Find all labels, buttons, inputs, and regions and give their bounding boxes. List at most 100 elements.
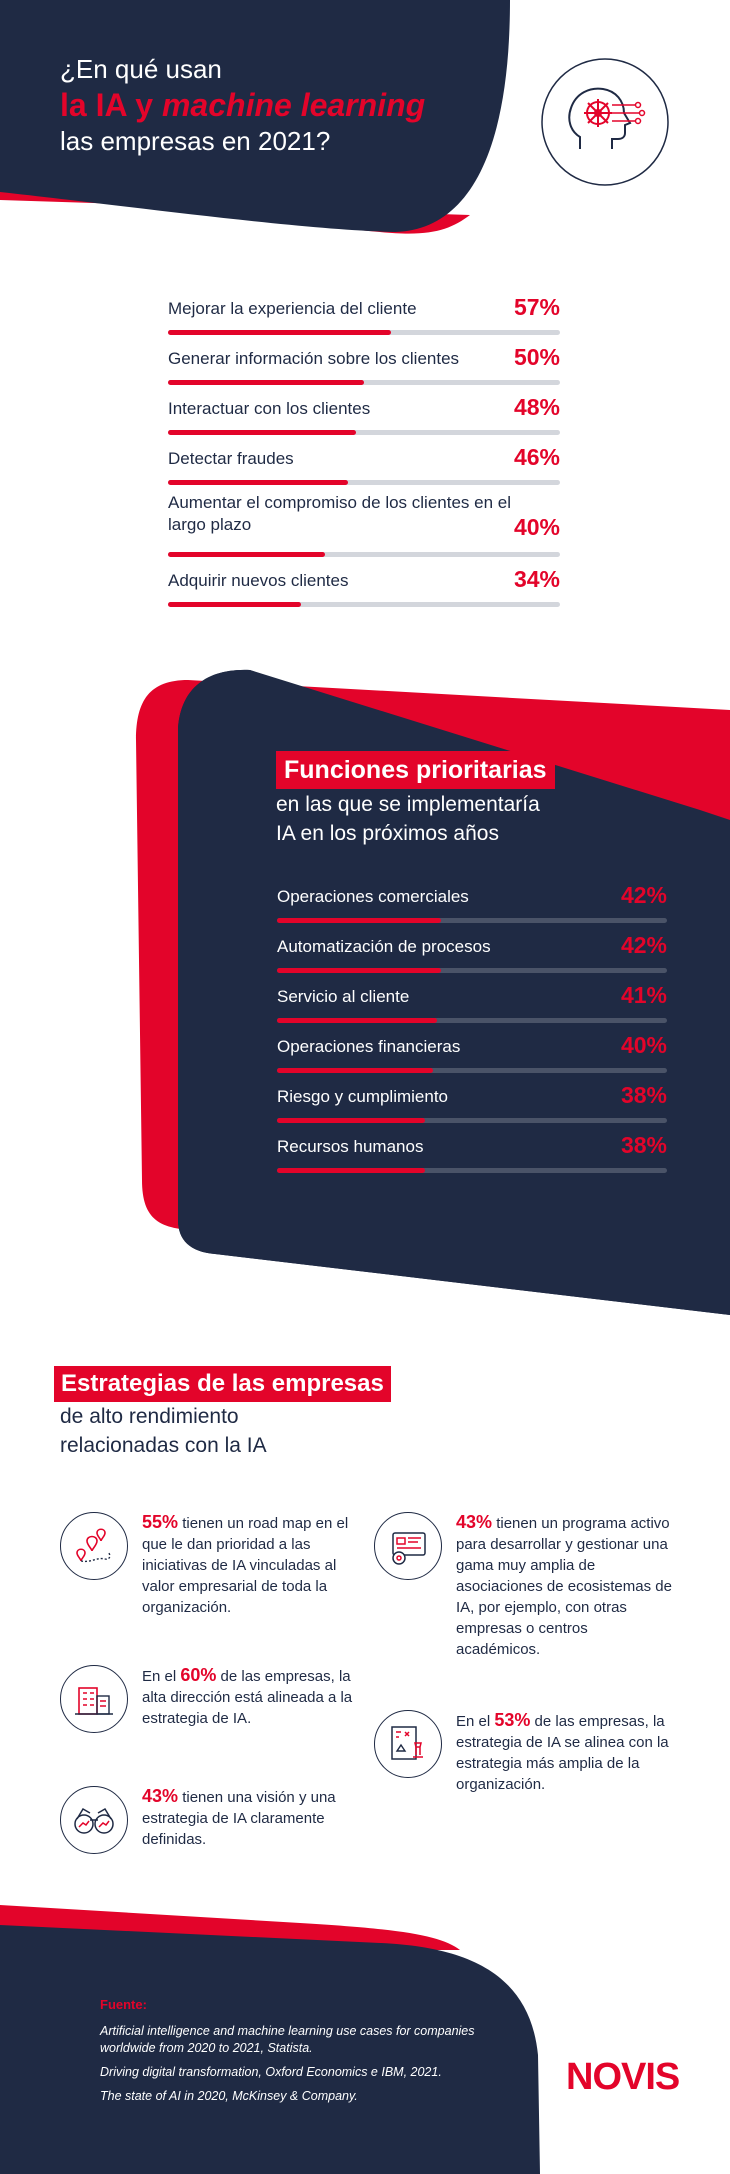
header-line-3: las empresas en 2021? <box>60 126 331 156</box>
footer-sources: Fuente: Artificial intelligence and mach… <box>100 1996 500 2112</box>
section2-title: Funciones prioritarias <box>276 751 555 789</box>
header-line-2: la IA y machine learning <box>60 86 425 124</box>
footer-source-2: Driving digital transformation, Oxford E… <box>100 2065 442 2079</box>
bar-track <box>168 380 560 385</box>
usage-bar-chart: Mejorar la experiencia del cliente 57% Gen… <box>168 292 560 614</box>
bar-label: Operaciones comerciales <box>277 887 469 906</box>
bar-value-label: 50% <box>513 344 560 370</box>
bar-label: Riesgo y cumplimiento <box>277 1087 449 1106</box>
bar-track <box>277 1168 667 1173</box>
footer-background <box>0 1905 540 2174</box>
section2-subtitle-line-1: en las que se implementaría <box>276 793 540 816</box>
bar-label: Generar información sobre los clientes <box>168 349 460 368</box>
bar-row: Adquirir nuevos clientes 34% <box>168 564 560 614</box>
strategy-text-3: 43% tienen una visión y una estrategia d… <box>142 1786 352 1850</box>
bar-row: Operaciones financieras 40% <box>277 1030 667 1080</box>
bar-label: Aumentar el compromiso de los clientes e… <box>168 493 511 534</box>
bar-value-label: 46% <box>513 444 560 470</box>
bar-label: Automatización de procesos <box>277 937 491 956</box>
office-building-icon <box>60 1665 128 1733</box>
strategy-pre-2: En el <box>142 1668 181 1685</box>
bar-label: Mejorar la experiencia del cliente <box>168 299 417 318</box>
section2-subtitle-line-2: IA en los próximos años <box>276 822 499 845</box>
bar-row: Servicio al cliente 41% <box>277 980 667 1030</box>
bar-value-label: 48% <box>513 394 560 420</box>
bar-label: Adquirir nuevos clientes <box>168 571 349 590</box>
dashboard-gear-icon <box>374 1512 442 1580</box>
strategy-chess-icon <box>374 1710 442 1778</box>
bar-label: Detectar fraudes <box>168 449 294 468</box>
strategy-text-2: En el 60% de las empresas, la alta direc… <box>142 1665 362 1729</box>
bar-value-label: 41% <box>620 982 667 1008</box>
section2-background <box>136 669 730 1315</box>
strategy-text-4: 43% tienen un programa activo para desar… <box>456 1512 676 1660</box>
strategy-desc-5: de las empresas, la estrategia de IA se … <box>456 1713 669 1793</box>
header-title: ¿En qué usan la IA y machine learning la… <box>60 52 425 158</box>
bar-row: Generar información sobre los clientes 50… <box>168 342 560 392</box>
bar-track <box>277 918 667 923</box>
bar-row: Operaciones comerciales 42% <box>277 880 667 930</box>
bar <box>277 1068 433 1073</box>
header-background <box>0 0 510 250</box>
section3-subtitle: de alto rendimiento relacionadas con la … <box>60 1402 267 1460</box>
bar-track <box>168 330 560 335</box>
bar-track <box>277 968 667 973</box>
bar-row: Automatización de procesos 42% <box>277 930 667 980</box>
strategy-text-5: En el 53% de las empresas, la estrategia… <box>456 1710 676 1795</box>
section3-subtitle-line-1: de alto rendimiento <box>60 1405 239 1428</box>
bar <box>168 602 302 607</box>
bar <box>277 968 441 973</box>
bar-value-label: 42% <box>620 882 667 908</box>
bar <box>168 552 325 557</box>
binoculars-icon <box>60 1786 128 1854</box>
bar-row: Detectar fraudes 46% <box>168 442 560 492</box>
bar <box>277 1018 437 1023</box>
section2-subtitle: en las que se implementaría IA en los pr… <box>276 790 540 848</box>
bar-label: Recursos humanos <box>277 1137 424 1156</box>
bar-value-label: 34% <box>513 566 560 592</box>
bar-track <box>168 430 560 435</box>
footer-source-1: Artificial intelligence and machine lear… <box>100 2024 475 2055</box>
bar-label: Interactuar con los clientes <box>168 399 371 418</box>
bar <box>168 480 349 485</box>
section3-title: Estrategias de las empresas <box>54 1366 391 1402</box>
bar-track <box>168 480 560 485</box>
bar-value-label: 40% <box>513 514 560 540</box>
novis-logo: NOVIS <box>566 2056 680 2098</box>
bar-row: Riesgo y cumplimiento 38% <box>277 1080 667 1130</box>
strategy-pct-3: 43% <box>142 1786 179 1806</box>
bar-row: Mejorar la experiencia del cliente 57% <box>168 292 560 342</box>
strategy-desc-2: de las empresas, la alta dirección está … <box>142 1668 353 1727</box>
footer-source-3: The state of AI in 2020, McKinsey & Comp… <box>100 2089 358 2103</box>
functions-bar-chart: Operaciones comerciales 42% Automatización… <box>277 880 667 1180</box>
bar-row: Recursos humanos 38% <box>277 1130 667 1180</box>
bar-label: Servicio al cliente <box>277 987 410 1006</box>
strategy-pct-2: 60% <box>180 1665 217 1685</box>
footer-sources-heading: Fuente: <box>100 1997 147 2012</box>
bar-track <box>277 1068 667 1073</box>
bar-value-label: 38% <box>620 1132 667 1158</box>
header-line-1: ¿En qué usan <box>60 54 222 84</box>
ai-head-icon <box>540 57 670 187</box>
map-pins-icon <box>60 1512 128 1580</box>
bar-track <box>277 1018 667 1023</box>
header-line-2a: la IA y <box>60 87 162 123</box>
bar-track <box>277 1118 667 1123</box>
strategy-text-1: 55% tienen un road map en el que le dan … <box>142 1512 362 1618</box>
bar <box>277 918 441 923</box>
bar <box>277 1118 426 1123</box>
bar-track <box>168 552 560 557</box>
strategy-pre-5: En el <box>456 1713 495 1730</box>
bar-value-label: 57% <box>513 294 560 320</box>
bar-row: Aumentar el compromiso de los clientes e… <box>168 492 560 564</box>
bar-value-label: 38% <box>620 1082 667 1108</box>
strategy-pct-5: 53% <box>494 1710 531 1730</box>
header-line-2b: machine learning <box>161 87 426 123</box>
strategy-pct-1: 55% <box>142 1512 179 1532</box>
strategy-desc-4: tienen un programa activo para desarroll… <box>456 1515 672 1658</box>
bar-value-label: 40% <box>620 1032 667 1058</box>
bar-track <box>168 602 560 607</box>
bar <box>168 430 357 435</box>
strategy-desc-3: tienen una visión y una estrategia de IA… <box>142 1789 336 1848</box>
bar-row: Interactuar con los clientes 48% <box>168 392 560 442</box>
